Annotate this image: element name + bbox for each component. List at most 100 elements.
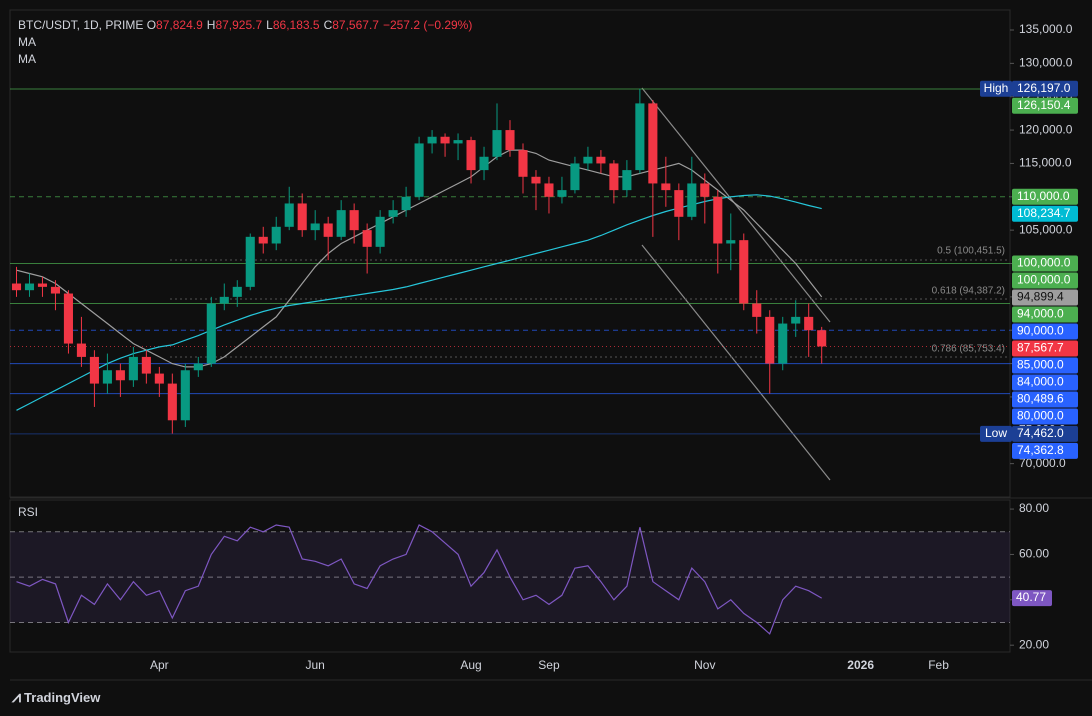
candle-body [817, 330, 827, 347]
candle-body [323, 223, 333, 237]
legend: BTC/USDT, 1D, PRIME O87,824.9 H87,925.7 L8… [18, 17, 476, 68]
candle-body [414, 143, 424, 197]
candle-body [336, 210, 346, 237]
candle-body [310, 223, 320, 231]
y-tick-label: 105,000.0 [1019, 222, 1073, 236]
candle-body [115, 370, 125, 381]
price-badge-label: 84,000.0 [1017, 375, 1064, 389]
candle-body [453, 140, 463, 144]
candle-body [193, 363, 203, 371]
candle-body [635, 103, 645, 171]
candle-body [674, 190, 684, 217]
symbol: BTC/USDT, 1D, PRIME [18, 18, 144, 32]
candle-body [531, 176, 541, 184]
candle-body [648, 103, 658, 184]
y-tick-label: 130,000.0 [1019, 56, 1073, 70]
x-tick-label: Apr [150, 658, 169, 672]
price-badge [1012, 408, 1078, 425]
candle-body [141, 356, 151, 374]
price-badge [1012, 188, 1078, 205]
price-badge [1012, 340, 1078, 357]
price-badge [1012, 357, 1078, 374]
rsi-title: RSI [18, 505, 38, 519]
rsi-line [16, 524, 822, 635]
price-badge [1012, 289, 1078, 306]
quote-key: H [206, 18, 216, 32]
price-badge-label: 74,462.0 [1017, 426, 1064, 440]
brand: ⩘ TradingView [12, 689, 100, 707]
candle-body [609, 163, 619, 191]
candle-body [154, 373, 164, 384]
candle-body [37, 283, 48, 287]
x-tick-label: Sep [538, 658, 560, 672]
quote-value: 86,183.5 [272, 18, 320, 32]
candle-body [583, 156, 593, 164]
quote-key: C [323, 18, 333, 32]
y-tick-label: 120,000.0 [1019, 122, 1073, 136]
candle-body [765, 316, 775, 364]
price-badge [1012, 80, 1078, 97]
y-tick-label: 70,000.0 [1019, 456, 1066, 470]
price-badge-label: 80,000.0 [1017, 409, 1064, 423]
candle-body [76, 343, 86, 357]
price-badge-label: 74,362.8 [1017, 443, 1064, 457]
legend-row: BTC/USDT, 1D, PRIME O87,824.9 H87,925.7 L8… [18, 17, 476, 34]
quote-key: O [146, 18, 157, 32]
candle-body [596, 156, 606, 164]
candle-body [544, 183, 554, 197]
candle-body [271, 226, 281, 244]
candle-body [167, 383, 177, 421]
candle-body [440, 136, 450, 144]
fib-label: 0.5 (100,451.5) [937, 246, 1005, 257]
candle-body [219, 296, 229, 304]
candle-body [349, 210, 359, 231]
candle-body [700, 183, 710, 197]
candle-body [505, 130, 515, 151]
price-badge [1012, 97, 1078, 114]
candle-body [232, 286, 242, 297]
badge-tag [980, 425, 1012, 442]
candle-body [427, 136, 437, 144]
price-badge [1012, 374, 1078, 391]
badge-tag-label: High [984, 81, 1009, 95]
price-badge-label: 94,899.4 [1017, 290, 1064, 304]
price-badge-label: 108,234.7 [1017, 206, 1071, 220]
x-tick-label: Nov [694, 658, 715, 672]
y-tick-label: 135,000.0 [1019, 22, 1073, 36]
candle-body [297, 203, 307, 231]
candle-body [687, 183, 697, 217]
candle-body [518, 150, 528, 177]
price-badge [1012, 442, 1078, 459]
rsi-tick-label: 20.00 [1019, 637, 1049, 651]
brand-text: TradingView [24, 690, 101, 705]
price-badge [1012, 306, 1078, 323]
candle-body [778, 323, 788, 364]
badge-tag [980, 80, 1012, 97]
candle-body [557, 190, 567, 197]
x-tick-label: 2026 [847, 658, 874, 672]
candle-body [401, 196, 411, 211]
price-badge-label: 85,000.0 [1017, 358, 1064, 372]
price-badge-label: 90,000.0 [1017, 324, 1064, 338]
candle-body [804, 316, 814, 331]
price-badge-label: 100,000.0 [1017, 256, 1071, 270]
price-pane [9, 9, 1011, 498]
ma-legend: MA [18, 35, 36, 49]
quote-value: 87,925.7 [215, 18, 263, 32]
candle-body [622, 170, 632, 191]
candle-body [50, 286, 60, 294]
change: −257.2 (−0.29%) [382, 18, 473, 32]
candle-body [258, 236, 268, 244]
y-tick-label: 115,000.0 [1019, 156, 1072, 170]
price-badge [1012, 425, 1078, 442]
candle-body [362, 230, 372, 247]
quote-value: 87,824.9 [156, 18, 203, 32]
candle-body [752, 303, 762, 317]
quote: O87,824.9 H87,925.7 L86,183.5 C87,567.7 [147, 18, 383, 32]
candle-body [24, 283, 35, 291]
x-tick-label: Feb [928, 658, 949, 672]
price-badge-label: 80,489.6 [1017, 392, 1064, 406]
price-badge [1012, 205, 1078, 222]
candle-body [479, 156, 489, 171]
